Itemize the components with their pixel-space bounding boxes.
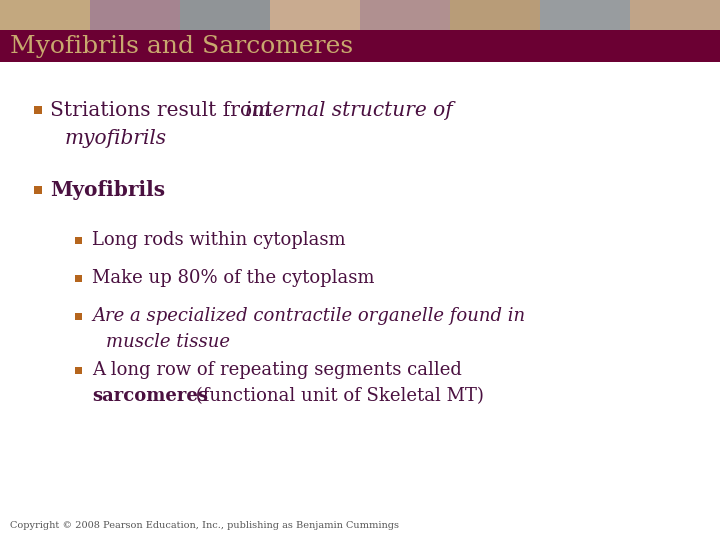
Bar [540,0,630,30]
Bar [74,274,81,281]
Text: A long row of repeating segments called: A long row of repeating segments called [92,361,462,379]
Text: muscle tissue: muscle tissue [106,333,230,351]
Bar [74,367,81,374]
Bar [630,0,720,30]
Bar [450,0,540,30]
Text: Myofibrils and Sarcomeres: Myofibrils and Sarcomeres [10,35,353,57]
Bar [74,237,81,244]
Bar [0,0,720,30]
Text: Make up 80% of the cytoplasm: Make up 80% of the cytoplasm [92,269,374,287]
Text: Copyright © 2008 Pearson Education, Inc., publishing as Benjamin Cummings: Copyright © 2008 Pearson Education, Inc.… [10,522,399,530]
Text: internal structure of: internal structure of [245,100,453,119]
Text: Long rods within cytoplasm: Long rods within cytoplasm [92,231,346,249]
Bar [180,0,270,30]
Bar [270,0,360,30]
Bar [34,106,42,114]
Text: myofibrils: myofibrils [65,129,167,147]
Text: Myofibrils: Myofibrils [50,180,165,200]
Text: Are a specialized contractile organelle found in: Are a specialized contractile organelle … [92,307,525,325]
Text: (functional unit of Skeletal MT): (functional unit of Skeletal MT) [190,387,484,405]
Bar [74,313,81,320]
Text: Striations result from: Striations result from [50,100,278,119]
Bar [360,0,450,30]
Bar [0,0,90,30]
Bar [0,30,720,62]
Bar [34,186,42,194]
Bar [90,0,180,30]
Text: sarcomeres: sarcomeres [92,387,208,405]
